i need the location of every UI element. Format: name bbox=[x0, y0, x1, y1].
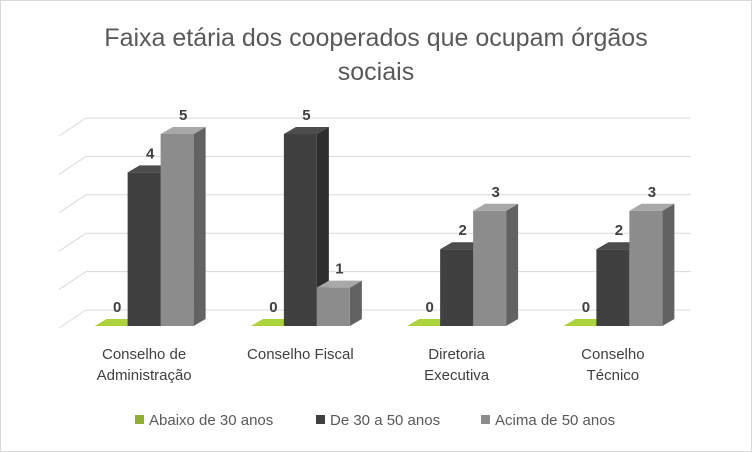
bar-side bbox=[193, 127, 206, 326]
value-label: 0 bbox=[113, 299, 121, 316]
bar-side bbox=[506, 203, 519, 326]
bar-front bbox=[283, 134, 317, 326]
bar-top bbox=[473, 203, 519, 211]
bar bbox=[473, 203, 519, 326]
bar-front bbox=[440, 249, 474, 326]
bar bbox=[629, 203, 675, 326]
bar bbox=[316, 280, 362, 326]
value-label: 0 bbox=[425, 299, 433, 316]
bar-side bbox=[662, 203, 675, 326]
bar-front bbox=[127, 172, 161, 326]
bar-top bbox=[316, 280, 362, 288]
grid-side bbox=[58, 232, 87, 252]
bar-front bbox=[316, 287, 350, 326]
legend-swatch bbox=[481, 415, 490, 424]
value-label: 3 bbox=[491, 184, 499, 201]
legend-label: Abaixo de 30 anos bbox=[149, 412, 273, 429]
value-label: 0 bbox=[582, 299, 590, 316]
value-label: 1 bbox=[335, 261, 343, 278]
value-label: 4 bbox=[146, 145, 155, 162]
value-label: 0 bbox=[269, 299, 277, 316]
grid-side bbox=[58, 194, 87, 214]
bar bbox=[160, 127, 206, 326]
grid-side bbox=[58, 155, 87, 175]
value-label: 2 bbox=[458, 222, 466, 239]
bar-front bbox=[473, 210, 507, 326]
bar-side bbox=[349, 280, 362, 326]
legend-label: Acima de 50 anos bbox=[495, 412, 615, 429]
x-tick-label: Diretoria Executiva bbox=[424, 346, 490, 384]
grid-side bbox=[58, 117, 87, 137]
x-tick-label: Conselho Técnico bbox=[581, 346, 645, 384]
bar bbox=[283, 127, 329, 326]
bar-front bbox=[629, 210, 663, 326]
bar-side bbox=[316, 127, 329, 326]
x-tick-label: Conselho Fiscal bbox=[247, 346, 354, 363]
bar-top bbox=[629, 203, 675, 211]
grid-line bbox=[58, 117, 691, 137]
bar-front bbox=[160, 134, 194, 326]
value-label: 5 bbox=[179, 107, 187, 124]
chart-title: Faixa etária dos cooperados que ocupam ó… bbox=[104, 24, 648, 86]
bar-top bbox=[160, 127, 206, 134]
grid-side bbox=[58, 271, 87, 291]
legend-swatch bbox=[316, 415, 325, 424]
bar-top bbox=[283, 127, 329, 134]
value-label: 2 bbox=[615, 222, 623, 239]
legend-label: De 30 a 50 anos bbox=[330, 412, 440, 429]
legend-swatch bbox=[135, 415, 144, 424]
value-label: 3 bbox=[648, 184, 656, 201]
bar-front bbox=[596, 249, 630, 326]
grid-side bbox=[58, 309, 87, 329]
value-label: 5 bbox=[302, 107, 310, 124]
x-tick-label: Conselho de Administração bbox=[96, 346, 192, 384]
